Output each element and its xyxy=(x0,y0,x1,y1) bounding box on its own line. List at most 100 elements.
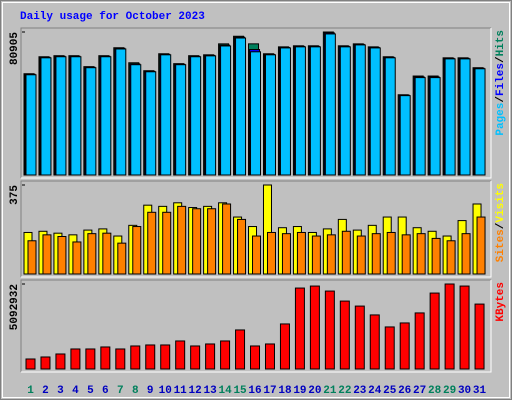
bar xyxy=(130,64,142,176)
bar xyxy=(237,218,247,275)
panel-bevel-light xyxy=(21,181,492,278)
bar xyxy=(55,353,66,370)
bar xyxy=(266,231,276,275)
bar xyxy=(57,236,67,275)
legend-entry: Sites xyxy=(495,229,507,262)
x-tick-label: 22 xyxy=(338,385,351,397)
legend-separator: / xyxy=(495,56,507,63)
bar xyxy=(145,344,156,370)
bar xyxy=(42,234,52,275)
bar xyxy=(339,46,351,176)
x-tick-label: 23 xyxy=(353,385,367,397)
x-tick-label: 29 xyxy=(443,385,456,397)
bar xyxy=(100,346,111,370)
bar xyxy=(160,54,172,176)
x-tick-label: 12 xyxy=(189,385,202,397)
bar xyxy=(222,203,232,275)
legend-separator: / xyxy=(495,222,507,229)
bar xyxy=(354,44,366,176)
bar xyxy=(474,68,486,176)
bar xyxy=(100,56,112,176)
bar xyxy=(162,211,172,275)
bar xyxy=(279,323,290,370)
bar xyxy=(252,235,262,275)
bar xyxy=(175,340,186,370)
bar xyxy=(309,46,321,176)
bar xyxy=(444,283,455,370)
bar xyxy=(399,322,410,370)
bar xyxy=(311,235,321,275)
bar xyxy=(399,95,411,176)
legend: KBytes xyxy=(495,282,507,322)
bar xyxy=(70,56,82,176)
bar xyxy=(324,290,335,370)
bar xyxy=(145,71,157,176)
bar xyxy=(250,51,262,176)
bar xyxy=(207,208,217,275)
chart-title: Daily usage for October 2023 xyxy=(20,11,205,23)
bar xyxy=(177,205,187,275)
bar xyxy=(446,240,456,275)
x-tick-label: 2 xyxy=(42,385,49,397)
x-tick-label: 26 xyxy=(398,385,411,397)
x-tick-label: 27 xyxy=(413,385,426,397)
legend-entry: KBytes xyxy=(495,282,507,322)
bar xyxy=(354,305,365,370)
x-tick-label: 15 xyxy=(233,385,247,397)
bar xyxy=(264,54,276,176)
x-tick-label: 9 xyxy=(147,385,154,397)
bar xyxy=(115,348,126,370)
legend: Sites/Visits xyxy=(495,183,507,262)
bar xyxy=(324,33,336,176)
bar xyxy=(40,57,52,176)
bar xyxy=(160,344,171,370)
legend-separator: / xyxy=(495,96,507,103)
y-tick-label: 80905 xyxy=(9,32,21,65)
bar xyxy=(220,340,231,370)
bar xyxy=(326,234,336,275)
bar xyxy=(369,314,380,370)
x-tick-label: 18 xyxy=(278,385,292,397)
bar xyxy=(70,348,81,370)
x-tick-label: 10 xyxy=(159,385,172,397)
x-tick-label: 16 xyxy=(248,385,261,397)
x-tick-label: 19 xyxy=(293,385,306,397)
bar xyxy=(296,231,306,275)
x-tick-label: 6 xyxy=(102,385,109,397)
panel-bevel-dark xyxy=(20,279,491,372)
bar xyxy=(369,47,381,176)
bar xyxy=(414,312,425,370)
legend-entry: Visits xyxy=(495,183,507,223)
bar xyxy=(309,285,320,370)
bar xyxy=(281,233,291,275)
bar xyxy=(25,74,37,176)
x-tick-label: 3 xyxy=(57,385,64,397)
bar xyxy=(294,287,305,370)
bar xyxy=(235,329,246,370)
bar xyxy=(414,77,426,176)
bar xyxy=(147,211,157,275)
bar xyxy=(384,326,395,370)
legend-entry: Pages xyxy=(495,103,507,136)
bar xyxy=(356,235,366,275)
bar xyxy=(117,242,127,275)
bar xyxy=(130,345,141,370)
x-tick-label: 8 xyxy=(132,385,139,397)
panel-bevel-light xyxy=(21,28,492,179)
bar xyxy=(416,233,426,275)
bar xyxy=(384,57,396,176)
bar xyxy=(339,300,350,370)
bar xyxy=(72,241,82,275)
x-tick-label: 1 xyxy=(27,385,34,397)
bar xyxy=(205,343,216,370)
x-tick-label: 20 xyxy=(308,385,321,397)
bar xyxy=(55,56,67,176)
bar xyxy=(429,292,440,370)
x-tick-label: 14 xyxy=(218,385,232,397)
bar xyxy=(459,285,470,370)
x-tick-label: 31 xyxy=(473,385,487,397)
panel-bevel-light xyxy=(21,280,492,373)
y-tick-label: 375 xyxy=(9,185,21,205)
